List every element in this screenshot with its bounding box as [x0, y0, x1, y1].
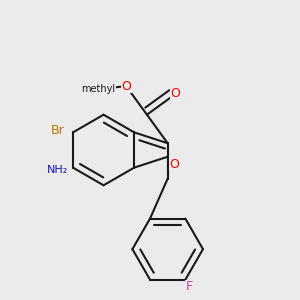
Text: O: O — [121, 80, 131, 93]
Text: F: F — [186, 280, 193, 293]
Text: Br: Br — [50, 124, 64, 136]
Text: O: O — [171, 88, 180, 100]
Text: methyl: methyl — [81, 84, 115, 94]
Text: NH₂: NH₂ — [47, 164, 68, 175]
Text: O: O — [169, 158, 179, 171]
